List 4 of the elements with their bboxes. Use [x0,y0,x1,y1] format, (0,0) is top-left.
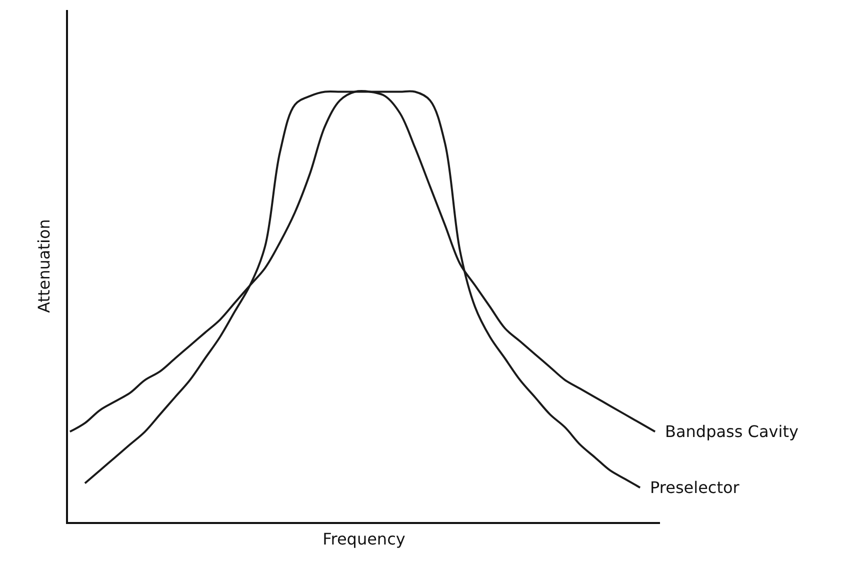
series-label: Bandpass Cavity [665,422,798,441]
series-label: Preselector [650,478,740,497]
x-axis-title: Frequency [322,530,406,549]
y-axis-title: Attenuation [34,219,54,313]
